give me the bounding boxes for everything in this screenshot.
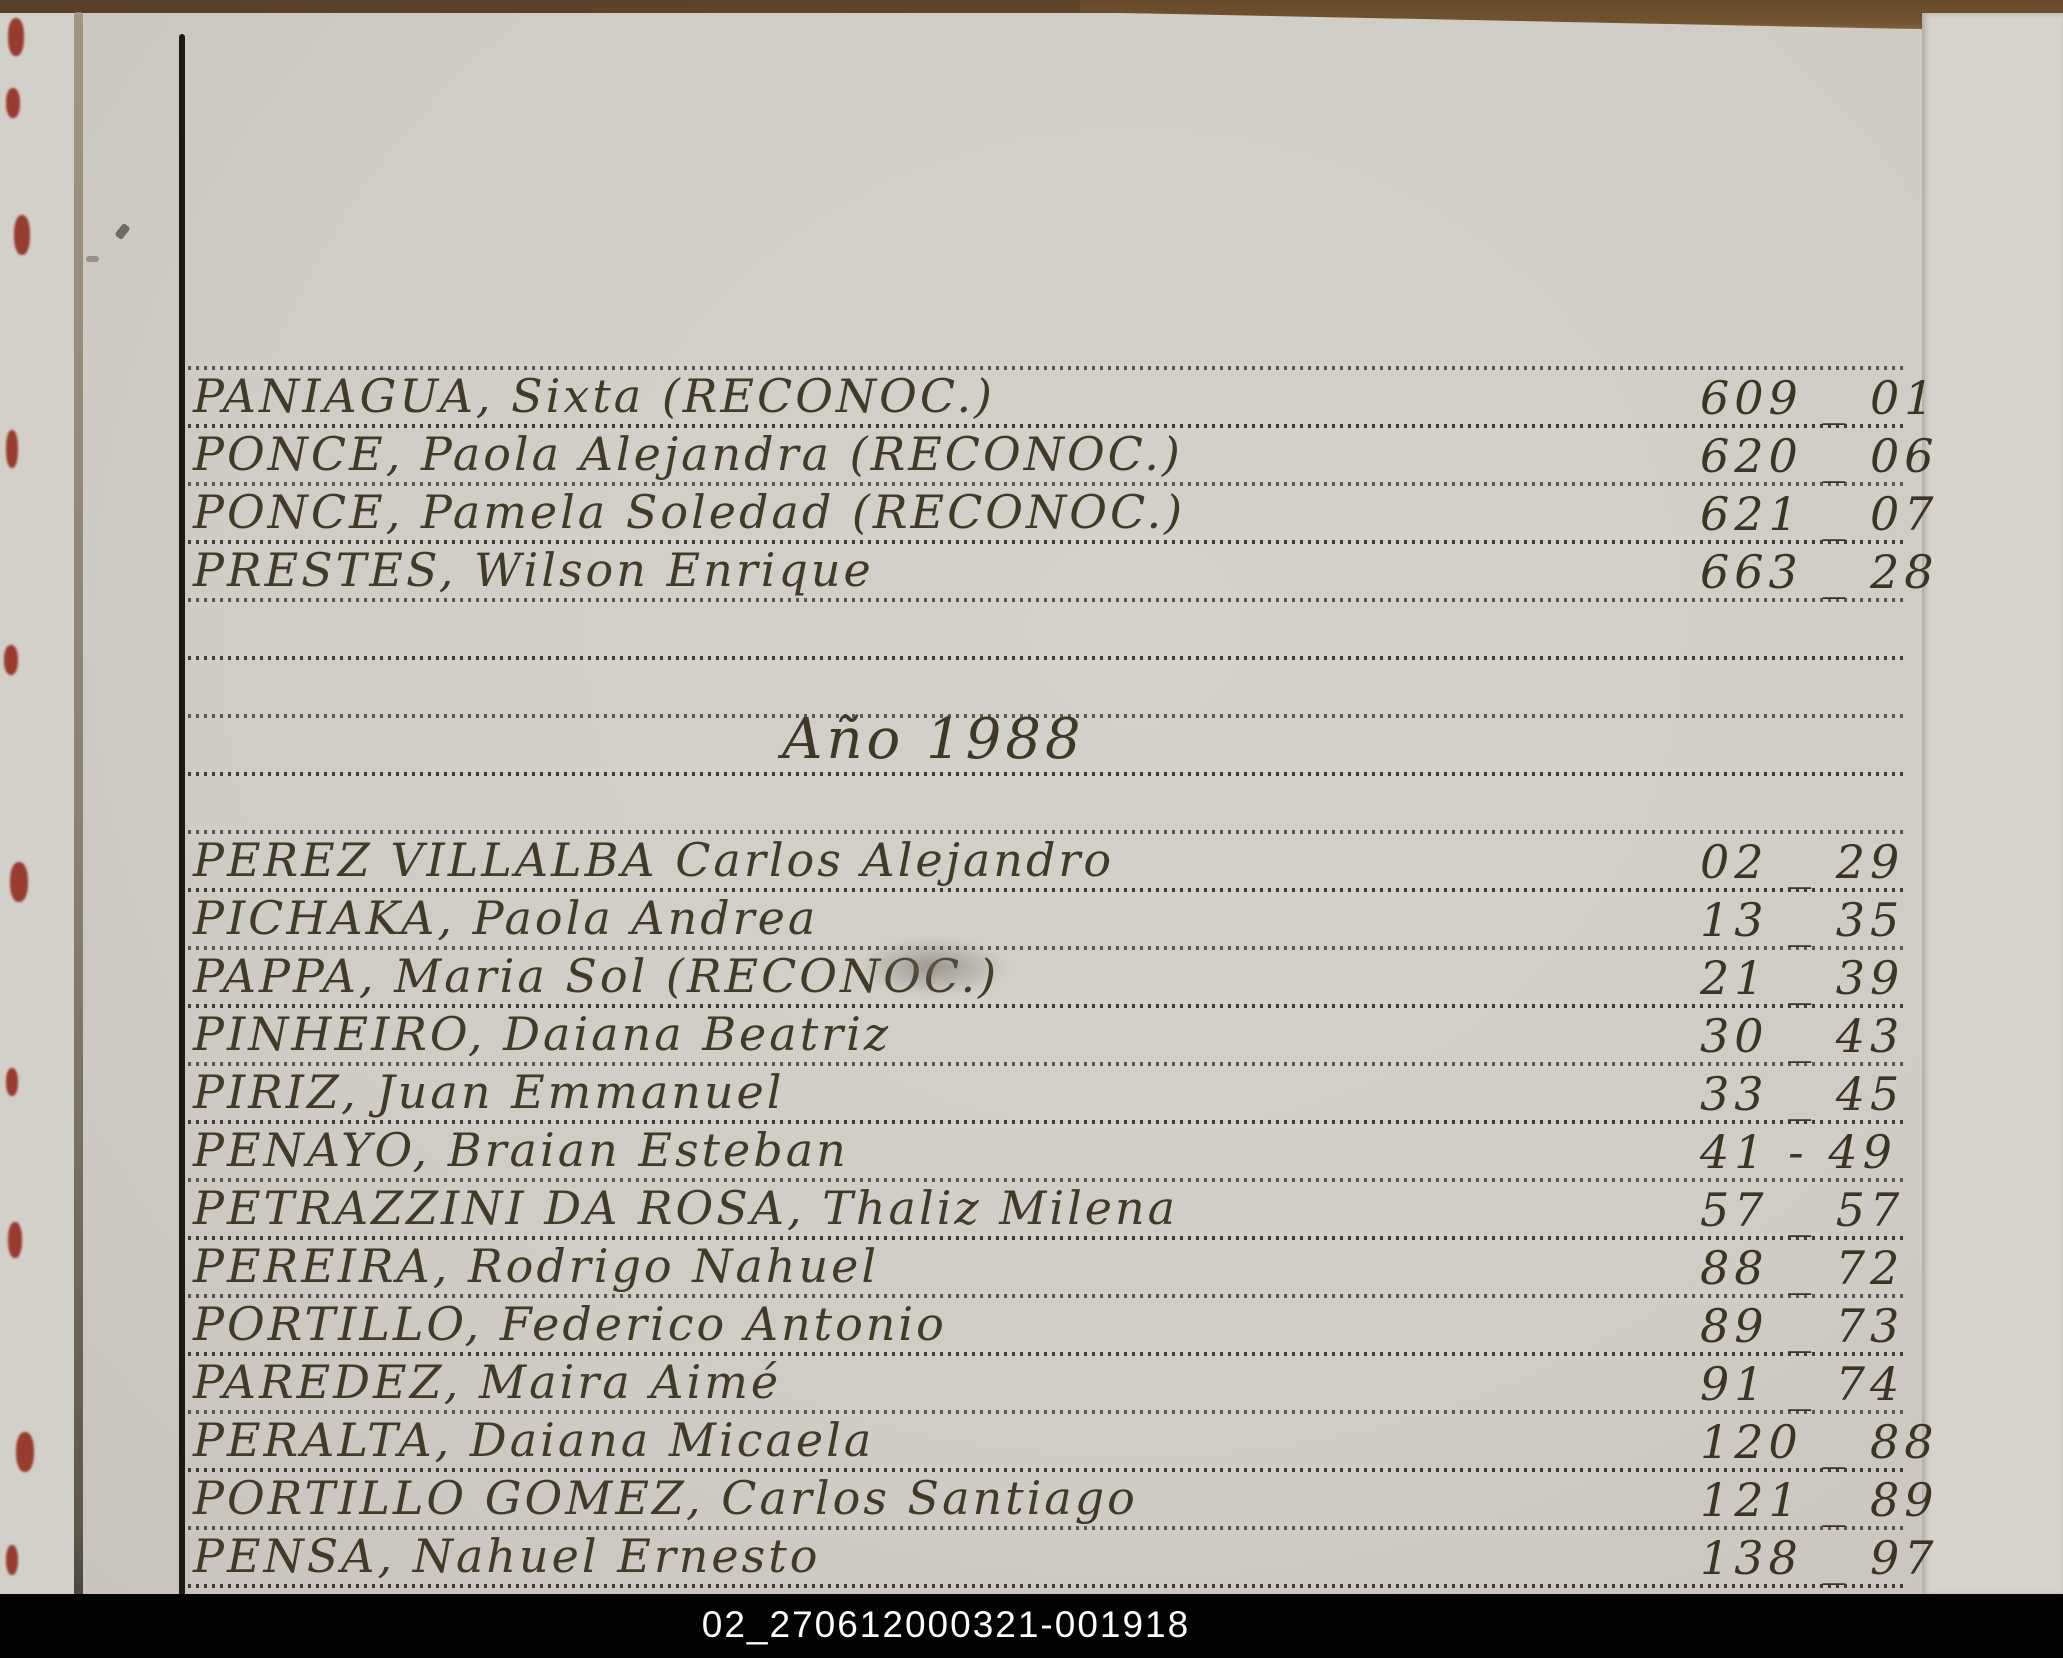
entry-name: PENAYO, Braian Esteban [193,1123,849,1177]
ledger-row: PEREZ VILLALBA Carlos Alejandro 02 _ 29 [0,831,2063,889]
red-mark [6,88,20,118]
ruled-line [188,829,1904,834]
entry-number: 621 _ 07 [1700,487,1939,541]
ledger-row: PONCE, Pamela Soledad (RECONOC.) 621 _ 07 [0,483,2063,541]
ruled-line [188,1351,1904,1356]
stray-pen-mark [114,222,131,241]
red-mark [6,430,18,468]
ruled-line [188,713,1904,718]
scan-info-bar [0,1594,2063,1658]
stray-pencil-mark [86,256,99,262]
ruled-line [188,1235,1904,1240]
ledger-row: PICHAKA, Paola Andrea 13 _ 35 [0,889,2063,947]
ledger-row: PORTILLO GOMEZ, Carlos Santiago 121 _ 89 [0,1469,2063,1527]
ruled-line [188,1119,1904,1124]
ledger-row: PEREIRA, Rodrigo Nahuel 88 _ 72 [0,1237,2063,1295]
ruled-line [188,597,1904,602]
entry-number: 41 - 49 [1700,1125,1897,1179]
ledger-row: PINHEIRO, Daiana Beatriz 30 _ 43 [0,1005,2063,1063]
page-left-strip [0,12,74,1596]
red-mark [6,1068,18,1096]
red-mark [6,1545,18,1575]
ledger-row: PAREDEZ, Maira Aimé 91 _ 74 [0,1353,2063,1411]
page-right-edge [1922,13,2063,1596]
entry-name: PRESTES, Wilson Enrique [193,543,874,597]
entry-number: 88 _ 72 [1700,1241,1905,1295]
ruled-line [188,1061,1904,1066]
entry-name: PONCE, Paola Alejandra (RECONOC.) [193,427,1183,481]
red-mark [8,18,24,56]
ledger-row: PONCE, Paola Alejandra (RECONOC.) 620 _ 0… [0,425,2063,483]
entry-name: PEREIRA, Rodrigo Nahuel [193,1239,880,1293]
red-mark [14,215,30,255]
red-mark [16,1432,34,1472]
ledger-row: PIRIZ, Juan Emmanuel 33 _ 45 [0,1063,2063,1121]
entry-number: 13 _ 35 [1700,893,1905,947]
red-mark [4,645,18,675]
ruled-line [188,1409,1904,1414]
entry-number: 33 _ 45 [1700,1067,1905,1121]
entry-number: 121 _ 89 [1700,1473,1939,1527]
entry-name: PICHAKA, Paola Andrea [193,891,819,945]
entry-number: 120 _ 88 [1700,1415,1939,1469]
ledger-row: PAPPA, Maria Sol (RECONOC.) 21 _ 39 [0,947,2063,1005]
year-heading: Año 1988 [782,707,1085,772]
ledger-row: PORTILLO, Federico Antonio 89 _ 73 [0,1295,2063,1353]
ink-smudge [858,938,1008,996]
ledger-row: PANIAGUA, Sixta (RECONOC.) 609 _ 01 [0,367,2063,425]
ruled-line [188,423,1904,428]
ledger-row: PRESTES, Wilson Enrique 663 _ 28 [0,541,2063,599]
ruled-line [188,887,1904,892]
red-mark [8,1222,22,1258]
red-mark [10,862,28,902]
margin-line [179,34,185,1594]
entry-number: 620 _ 06 [1700,429,1939,483]
ruled-line [188,1467,1904,1472]
entry-number: 91 _ 74 [1700,1357,1905,1411]
entry-name: PANIAGUA, Sixta (RECONOC.) [193,369,996,423]
entry-name: PETRAZZINI DA ROSA, Thaliz Milena [193,1181,1179,1235]
ruled-line [188,655,1904,660]
ledger-row: PERALTA, Daiana Micaela 120 _ 88 [0,1411,2063,1469]
entry-number: 663 _ 28 [1700,545,1939,599]
ledger-row: PETRAZZINI DA ROSA, Thaliz Milena 57 _ 57 [0,1179,2063,1237]
ruled-line [188,1583,1904,1588]
entry-name: PONCE, Pamela Soledad (RECONOC.) [193,485,1186,539]
book-edge-top-right [1080,0,2063,32]
entry-number: 02 _ 29 [1700,835,1905,889]
entry-name: PINHEIRO, Daiana Beatriz [193,1007,892,1061]
ledger-row: PENAYO, Braian Esteban 41 - 49 [0,1121,2063,1179]
entry-name: PERALTA, Daiana Micaela [193,1413,875,1467]
ruled-line [188,771,1904,776]
ruled-line [188,365,1904,370]
entry-number: 30 _ 43 [1700,1009,1905,1063]
ruled-line [188,539,1904,544]
ruled-line [188,1177,1904,1182]
ruled-line [188,1293,1904,1298]
ledger-row: PENSA, Nahuel Ernesto 138 _ 97 [0,1527,2063,1585]
entry-name: PORTILLO GOMEZ, Carlos Santiago [193,1471,1138,1525]
entry-name: PORTILLO, Federico Antonio [193,1297,947,1351]
entry-name: PAREDEZ, Maira Aimé [193,1355,782,1409]
entry-number: 138 _ 97 [1700,1531,1939,1585]
scan-caption: 02_270612000321-001918 [701,1604,1191,1645]
ruled-line [188,481,1904,486]
entry-number: 89 _ 73 [1700,1299,1905,1353]
entry-number: 21 _ 39 [1700,951,1905,1005]
page-fold-line [74,12,83,1596]
ruled-line [188,1525,1904,1530]
entry-name: PENSA, Nahuel Ernesto [193,1529,821,1583]
entry-name: PIRIZ, Juan Emmanuel [193,1065,785,1119]
entry-number: 609 _ 01 [1700,371,1939,425]
entry-number: 57 _ 57 [1700,1183,1905,1237]
ruled-line [188,1003,1904,1008]
entry-name: PEREZ VILLALBA Carlos Alejandro [193,833,1115,887]
ruled-line [188,945,1904,950]
